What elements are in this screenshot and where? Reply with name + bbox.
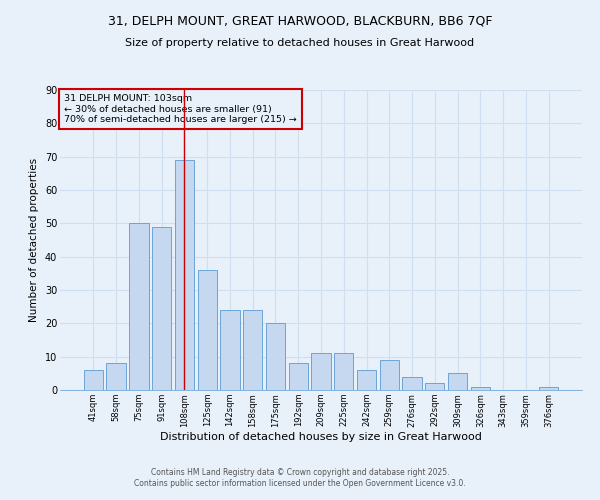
Bar xyxy=(152,226,172,390)
Bar xyxy=(289,364,308,390)
Text: Contains HM Land Registry data © Crown copyright and database right 2025.
Contai: Contains HM Land Registry data © Crown c… xyxy=(134,468,466,487)
X-axis label: Distribution of detached houses by size in Great Harwood: Distribution of detached houses by size … xyxy=(160,432,482,442)
Bar xyxy=(425,384,445,390)
Bar xyxy=(403,376,422,390)
Text: 31 DELPH MOUNT: 103sqm
← 30% of detached houses are smaller (91)
70% of semi-det: 31 DELPH MOUNT: 103sqm ← 30% of detached… xyxy=(64,94,297,124)
Bar xyxy=(175,160,194,390)
Bar xyxy=(197,270,217,390)
Bar xyxy=(357,370,376,390)
Bar xyxy=(106,364,126,390)
Bar xyxy=(334,354,353,390)
Bar xyxy=(84,370,103,390)
Bar xyxy=(539,386,558,390)
Bar xyxy=(448,374,467,390)
Bar xyxy=(243,310,262,390)
Text: Size of property relative to detached houses in Great Harwood: Size of property relative to detached ho… xyxy=(125,38,475,48)
Bar xyxy=(380,360,399,390)
Text: 31, DELPH MOUNT, GREAT HARWOOD, BLACKBURN, BB6 7QF: 31, DELPH MOUNT, GREAT HARWOOD, BLACKBUR… xyxy=(108,15,492,28)
Bar xyxy=(311,354,331,390)
Y-axis label: Number of detached properties: Number of detached properties xyxy=(29,158,39,322)
Bar xyxy=(129,224,149,390)
Bar xyxy=(266,324,285,390)
Bar xyxy=(470,386,490,390)
Bar xyxy=(220,310,239,390)
